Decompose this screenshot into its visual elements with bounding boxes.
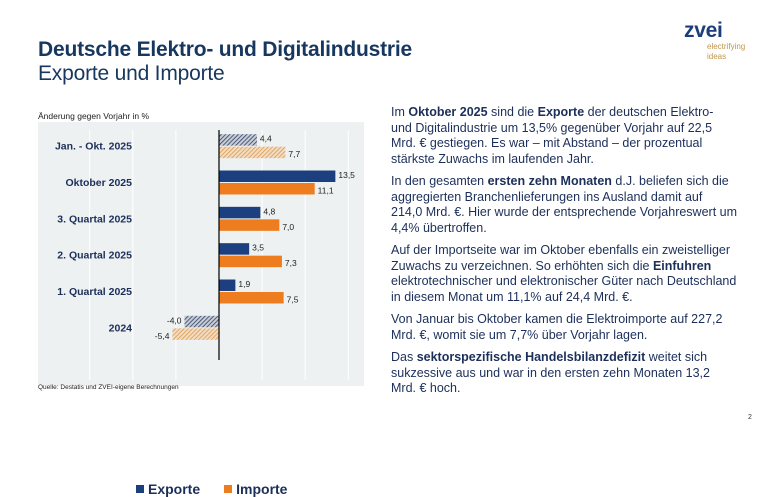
data-label-imports: -5,4 [155, 331, 170, 341]
paragraph-5: Das sektorspezifische Handelsbilanzdefiz… [391, 350, 737, 397]
category-label: 2024 [109, 322, 133, 334]
legend-item-imports: Importe [224, 481, 287, 497]
emphasis-text: sektorspezifische Handelsbilanzdefizit [416, 350, 646, 364]
bar-chart: 4,4 7,7 13,5 11,1 4,8 7,0 3,5 7,3 1,9 7,5 -4,0 -5,4… [55, 130, 355, 380]
data-label-imports: 7,7 [288, 149, 300, 159]
bar-exports [184, 315, 219, 328]
body-text: Im [391, 105, 409, 119]
legend-label-imports: Importe [236, 481, 288, 497]
chart-area: 4,4 7,7 13,5 11,1 4,8 7,0 3,5 7,3 1,9 7,5 -4,0 -5,4… [38, 122, 364, 497]
bar-imports [219, 146, 286, 159]
body-text: elektrotechnischer und elektronischer Gü… [391, 274, 737, 304]
body-text: Auf der Importseite war im Oktober ebenf… [391, 243, 731, 273]
paragraph-2: In den gesamten ersten zehn Monaten d.J.… [391, 174, 737, 236]
logo-tagline-2: ideas [707, 52, 727, 61]
bar-imports [172, 328, 219, 340]
bar-exports [219, 243, 250, 255]
data-label-imports: 7,5 [287, 295, 299, 305]
data-label-exports: 4,8 [263, 206, 275, 216]
body-text: In den gesamten [391, 174, 488, 188]
category-label: Jan. - Okt. 2025 [55, 141, 132, 153]
legend-label-exports: Exporte [148, 481, 201, 497]
paragraph-4: Von Januar bis Oktober kamen die Elektro… [391, 312, 737, 343]
emphasis-text: ersten zehn Monaten [487, 174, 612, 188]
bar-imports [219, 255, 282, 268]
category-label: 2. Quartal 2025 [57, 250, 132, 262]
data-label-imports: 7,0 [282, 222, 294, 232]
chart-legend: Exporte Importe [136, 481, 287, 497]
data-label-imports: 7,3 [285, 258, 297, 268]
bar-imports [219, 219, 280, 231]
body-text: der deutschen Elektro- und Digitalindust… [391, 105, 714, 166]
chart-source: Quelle: Destatis und ZVEI-eigene Berechn… [38, 384, 179, 391]
paragraph-3: Auf der Importseite war im Oktober ebenf… [391, 243, 737, 305]
body-text: d.J. beliefen sich die aggregierten Bran… [391, 174, 738, 235]
bar-exports [219, 279, 236, 291]
data-label-exports: -4,0 [167, 315, 182, 325]
body-text: weitet sich sukzessive aus und war in de… [391, 350, 710, 395]
data-label-exports: 4,4 [260, 134, 272, 144]
emphasis-text: Exporte [537, 105, 585, 119]
page-title: Deutsche Elektro- und Digitalindustrie [38, 38, 412, 61]
body-text: Das [391, 350, 417, 364]
bar-imports [219, 183, 315, 195]
data-label-exports: 3,5 [252, 243, 264, 253]
chart-axis-label: Änderung gegen Vorjahr in % [38, 111, 150, 121]
page-subtitle: Exporte und Importe [38, 62, 225, 85]
emphasis-text: Einfuhren [652, 258, 712, 273]
body-text: sind die [487, 105, 538, 119]
zvei-logo: zvei electrifying ideas [684, 20, 745, 61]
legend-swatch-exports [136, 485, 144, 493]
commentary: Im Oktober 2025 sind die Exporte der deu… [391, 105, 737, 404]
bar-exports [219, 206, 261, 219]
category-label: 3. Quartal 2025 [57, 213, 132, 225]
data-label-imports: 11,1 [318, 186, 334, 196]
data-label-exports: 1,9 [238, 279, 250, 289]
bar-exports [219, 170, 336, 182]
legend-swatch-imports [224, 485, 233, 493]
logo-tagline-1: electrifying [707, 42, 746, 51]
legend-item-exports: Exporte [136, 481, 200, 497]
paragraph-1: Im Oktober 2025 sind die Exporte der deu… [391, 105, 737, 167]
page-number: 2 [748, 414, 752, 421]
logo-word: zvei [684, 19, 723, 42]
category-label: 1. Quartal 2025 [57, 286, 132, 298]
bar-exports [219, 134, 257, 146]
category-label: Oktober 2025 [65, 177, 132, 189]
data-label-exports: 13,5 [338, 170, 355, 180]
body-text: Von Januar bis Oktober kamen die Elektro… [391, 312, 723, 342]
emphasis-text: Oktober 2025 [408, 105, 488, 119]
bar-imports [219, 292, 284, 304]
